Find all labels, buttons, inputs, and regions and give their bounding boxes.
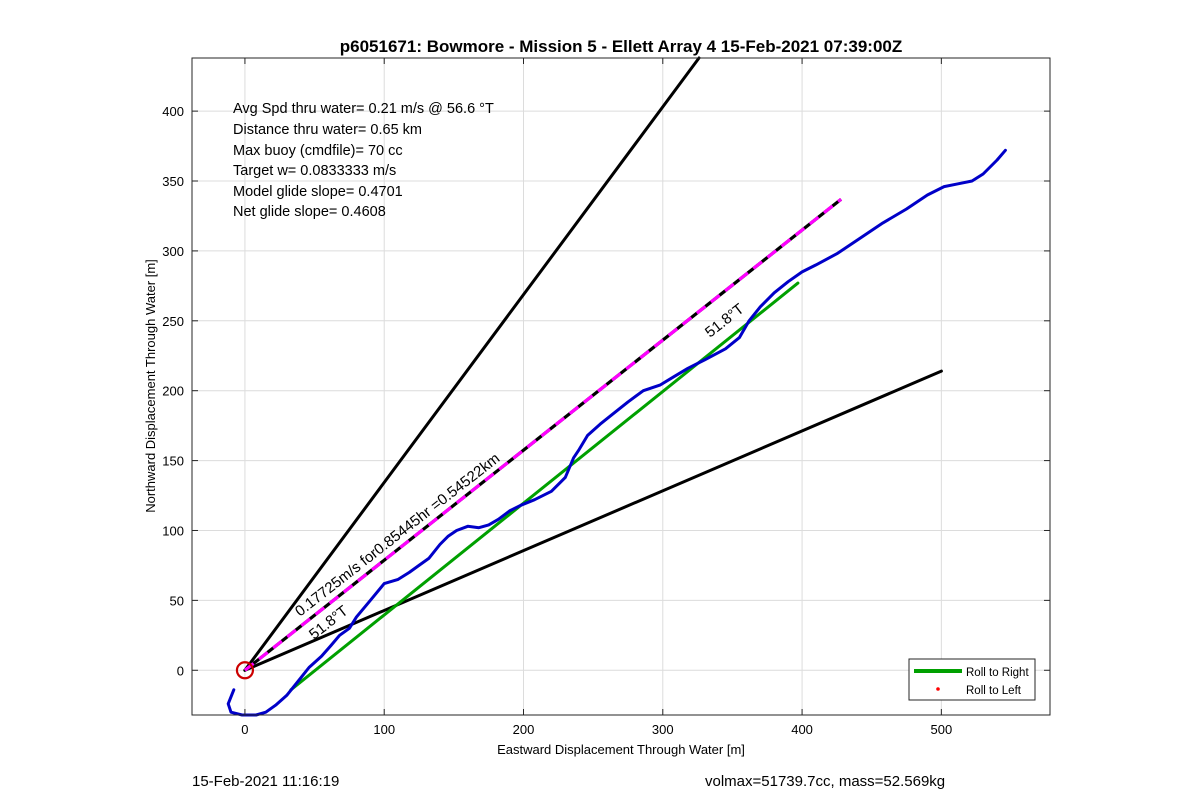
y-tick-label: 400: [162, 104, 184, 119]
glider-track-line: [226, 148, 1007, 717]
y-tick-label: 250: [162, 314, 184, 329]
x-tick-label: 300: [652, 722, 674, 737]
y-tick-label: 100: [162, 523, 184, 538]
y-tick-label: 50: [170, 593, 184, 608]
legend-swatch-roll-left: [936, 687, 940, 691]
footer-volmax-mass: volmax=51739.7cc, mass=52.569kg: [705, 773, 946, 790]
y-tick-label: 200: [162, 384, 184, 399]
start-marker: [235, 661, 255, 680]
y-tick-label: 300: [162, 244, 184, 259]
x-tick-label: 400: [791, 722, 813, 737]
plot-frame: [191, 57, 1051, 716]
x-tick-label: 100: [373, 722, 395, 737]
chart-title: p6051671: Bowmore - Mission 5 - Ellett A…: [340, 37, 903, 56]
annotation-max-buoy: Max buoy (cmdfile)= 70 cc: [233, 143, 403, 159]
y-tick-label: 150: [162, 454, 184, 469]
annotation-distance: Distance thru water= 0.65 km: [233, 122, 422, 138]
legend-box: [908, 658, 1036, 701]
annotation-target-w: Target w= 0.0833333 m/s: [233, 163, 396, 179]
legend-label-roll-right: Roll to Right: [966, 667, 1029, 679]
footer-timestamp: 15-Feb-2021 11:16:19: [192, 773, 340, 790]
legend: Roll to Right Roll to Left: [908, 658, 1036, 701]
annotation-net-glide: Net glide slope= 0.4608: [233, 204, 386, 220]
x-tick-label: 200: [513, 722, 535, 737]
y-tick-label: 0: [177, 663, 184, 678]
x-tick-label: 500: [931, 722, 953, 737]
heading-line: [243, 197, 843, 672]
boundary-line: [243, 56, 701, 672]
x-tick-label: 0: [241, 722, 248, 737]
y-tick-label: 350: [162, 174, 184, 189]
roll-to-right-line: [289, 281, 800, 692]
boundary-line: [243, 369, 943, 672]
stats-annotations: Avg Spd thru water= 0.21 m/s @ 56.6 °T D…: [233, 101, 494, 220]
annotation-model-glide: Model glide slope= 0.4701: [233, 184, 403, 200]
chart-lines: [226, 56, 1007, 717]
annotation-avg-speed: Avg Spd thru water= 0.21 m/s @ 56.6 °T: [233, 101, 494, 117]
ticks: 0 100 200 300 400 500 0 50 100 150 200 250 300 350 400: [162, 58, 1050, 737]
x-axis-label: Eastward Displacement Through Water [m]: [497, 742, 745, 757]
y-axis-label: Northward Displacement Through Water [m]: [143, 259, 158, 513]
legend-label-roll-left: Roll to Left: [966, 685, 1022, 697]
